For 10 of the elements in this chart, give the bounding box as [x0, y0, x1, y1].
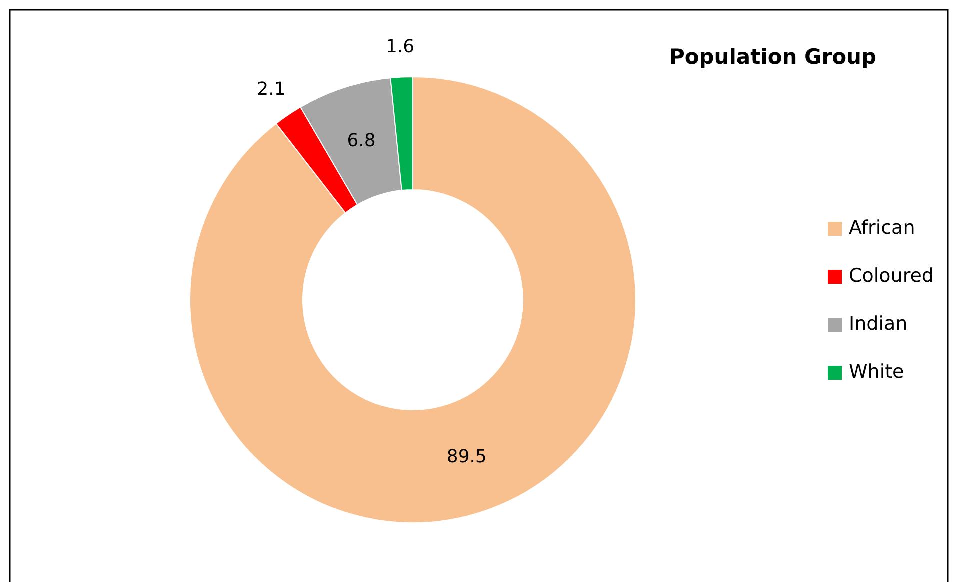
legend-label: Coloured — [849, 265, 934, 288]
legend-label: White — [849, 361, 904, 384]
data-label: 6.8 — [347, 130, 376, 152]
legend-label: African — [849, 217, 916, 240]
data-label: 1.6 — [386, 36, 415, 58]
data-label: 2.1 — [257, 79, 286, 100]
data-label: 89.5 — [446, 446, 487, 468]
chart-title: Population Group — [669, 45, 877, 69]
donut-slice — [190, 76, 636, 524]
legend-label: Indian — [849, 313, 908, 336]
